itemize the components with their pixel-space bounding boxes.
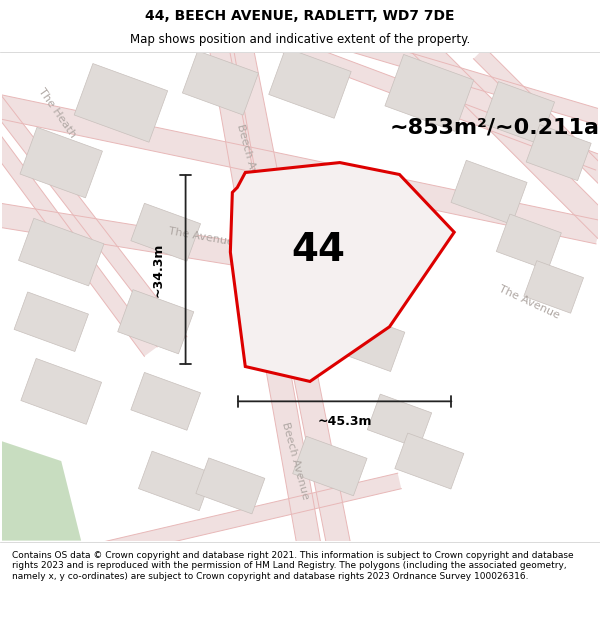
Polygon shape — [19, 218, 104, 286]
Polygon shape — [20, 127, 103, 198]
Text: 44: 44 — [292, 231, 346, 269]
Polygon shape — [196, 458, 265, 514]
Text: ~34.3m: ~34.3m — [151, 242, 164, 297]
Polygon shape — [483, 82, 554, 144]
Text: The Avenue: The Avenue — [167, 226, 234, 248]
Polygon shape — [131, 372, 200, 430]
Polygon shape — [334, 312, 405, 371]
Text: ~45.3m: ~45.3m — [317, 415, 372, 428]
Text: The Avenue: The Avenue — [497, 283, 561, 320]
Polygon shape — [347, 36, 600, 131]
Polygon shape — [269, 48, 351, 118]
Polygon shape — [230, 162, 454, 381]
Text: Beech Avenue: Beech Avenue — [235, 122, 265, 202]
Polygon shape — [14, 292, 88, 351]
Text: Beech Avenue: Beech Avenue — [280, 421, 310, 501]
Polygon shape — [74, 64, 167, 142]
Polygon shape — [451, 161, 527, 224]
Text: Contains OS data © Crown copyright and database right 2021. This information is : Contains OS data © Crown copyright and d… — [12, 551, 574, 581]
Polygon shape — [0, 118, 157, 356]
Polygon shape — [131, 203, 200, 261]
Polygon shape — [277, 36, 600, 170]
Text: 44, BEECH AVENUE, RADLETT, WD7 7DE: 44, BEECH AVENUE, RADLETT, WD7 7DE — [145, 9, 455, 23]
Polygon shape — [0, 78, 187, 346]
Text: Map shows position and indicative extent of the property.: Map shows position and indicative extent… — [130, 33, 470, 46]
Text: ~853m²/~0.211ac.: ~853m²/~0.211ac. — [389, 118, 600, 138]
Polygon shape — [367, 394, 431, 448]
Text: The Avenue: The Avenue — [356, 192, 423, 213]
Polygon shape — [526, 124, 591, 181]
Polygon shape — [0, 91, 600, 244]
Polygon shape — [524, 261, 584, 313]
Polygon shape — [395, 433, 464, 489]
Polygon shape — [182, 51, 259, 115]
Polygon shape — [385, 54, 474, 131]
Polygon shape — [118, 289, 194, 354]
Polygon shape — [21, 359, 101, 424]
Polygon shape — [473, 48, 600, 198]
Polygon shape — [411, 35, 600, 251]
Polygon shape — [139, 451, 213, 511]
Polygon shape — [2, 441, 81, 541]
Polygon shape — [99, 473, 401, 558]
Polygon shape — [209, 41, 322, 552]
Polygon shape — [0, 201, 352, 284]
Polygon shape — [293, 436, 367, 496]
Polygon shape — [496, 214, 562, 270]
Polygon shape — [229, 41, 352, 553]
Text: The Heath: The Heath — [37, 86, 78, 139]
